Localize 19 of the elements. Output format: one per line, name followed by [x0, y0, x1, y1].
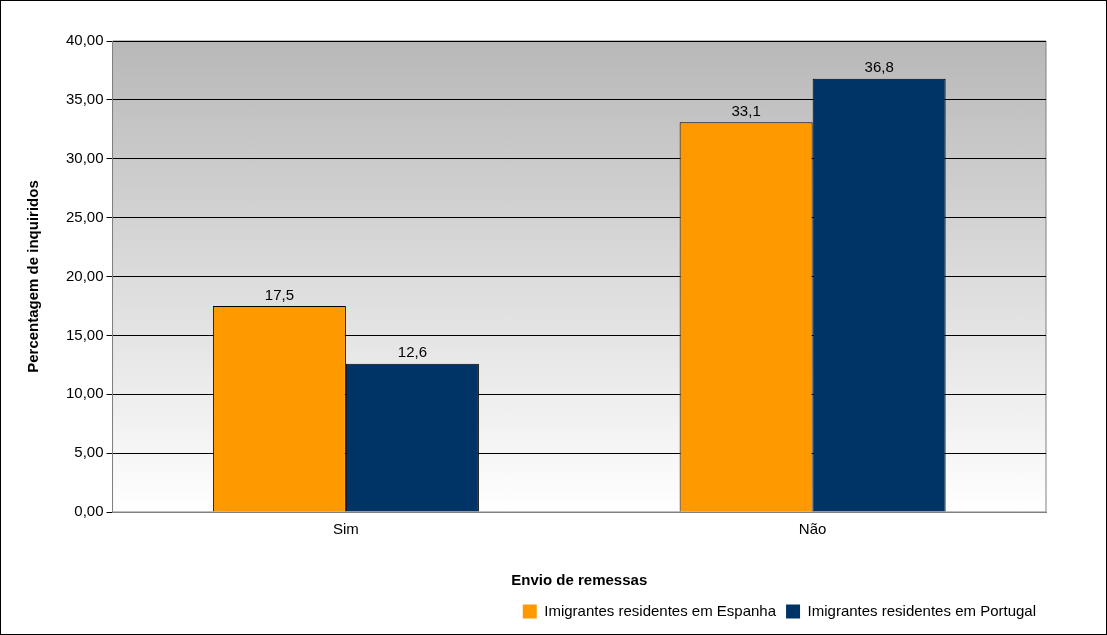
- y-tick-label: 0,00: [74, 502, 104, 520]
- y-tick-label: 20,00: [65, 266, 104, 284]
- x-tick-label: Sim: [332, 520, 359, 538]
- legend-label: Imigrantes residentes em Portugal: [807, 601, 1037, 619]
- y-tick-label: 5,00: [74, 443, 104, 461]
- y-tick-label: 35,00: [65, 90, 104, 108]
- y-tick-label: 40,00: [65, 31, 104, 49]
- data-label: 36,8: [864, 58, 894, 76]
- x-tick-label: Não: [798, 520, 827, 538]
- data-label: 33,1: [731, 101, 761, 119]
- y-axis-title: Percentagem de inquiridos: [24, 180, 42, 373]
- legend-label: Imigrantes residentes em Espanha: [544, 601, 777, 619]
- data-label: 12,6: [397, 343, 428, 361]
- y-tick-label: 10,00: [65, 384, 104, 402]
- y-tick-label: 25,00: [65, 207, 104, 225]
- y-tick-label: 15,00: [65, 325, 104, 343]
- data-label: 17,5: [264, 285, 294, 303]
- y-tick-label: 30,00: [65, 148, 104, 166]
- x-axis-title: Envio de remessas: [511, 571, 648, 589]
